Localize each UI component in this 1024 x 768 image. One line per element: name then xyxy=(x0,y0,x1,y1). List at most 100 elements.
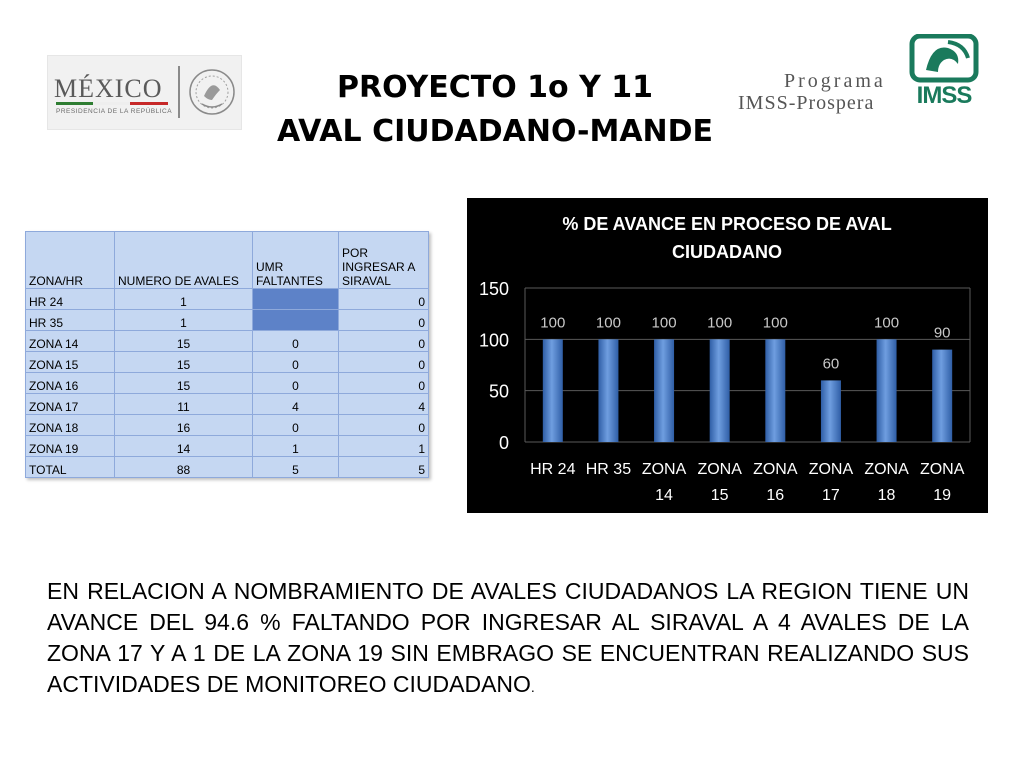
chart-value-label: 100 xyxy=(874,314,899,331)
column-header-numero-avales: NUMERO DE AVALES xyxy=(114,231,253,289)
table-row: HR 35 1 0 xyxy=(25,309,429,331)
cell-numero-avales: 14 xyxy=(114,435,253,457)
programa-logo-line-2: IMSS-Prospera xyxy=(738,92,875,114)
chart-x-tick-label: HR 35 xyxy=(586,461,631,478)
cell-zona: HR 24 xyxy=(25,288,115,310)
chart-value-label: 100 xyxy=(596,314,621,331)
table-row: ZONA 18 16 0 0 xyxy=(25,414,429,436)
cell-numero-avales: 16 xyxy=(114,414,253,436)
cell-por-ingresar: 0 xyxy=(338,330,429,352)
chart-bar xyxy=(598,339,619,442)
cell-umr-faltantes: 0 xyxy=(252,414,339,436)
title-line-2: AVAL CIUDADANO-MANDE xyxy=(276,114,714,149)
logo-divider xyxy=(178,66,180,118)
cell-zona: HR 35 xyxy=(25,309,115,331)
programa-logo-line-1: Programa xyxy=(784,70,886,92)
chart-x-tick-label: ZONA xyxy=(697,461,742,478)
cell-numero-avales: 1 xyxy=(114,288,253,310)
cell-por-ingresar: 0 xyxy=(338,351,429,373)
table-row: ZONA 19 14 1 1 xyxy=(25,435,429,457)
chart-value-label: 60 xyxy=(823,355,840,372)
chart-x-tick-label: ZONA xyxy=(920,461,965,478)
chart-y-tick-labels: 0 50 100 150 xyxy=(479,279,509,453)
chart-bar xyxy=(876,339,897,442)
chart-x-tick-label: 15 xyxy=(711,487,729,504)
table-row: ZONA 17 11 4 4 xyxy=(25,393,429,415)
chart-x-tick-label: 16 xyxy=(766,487,784,504)
cell-por-ingresar: 0 xyxy=(338,288,429,310)
cell-umr-faltantes: 0 xyxy=(252,330,339,352)
chart-x-tick-label: 19 xyxy=(933,487,951,504)
chart-y-tick-label: 100 xyxy=(479,330,509,350)
chart-x-tick-label: 18 xyxy=(878,487,896,504)
chart-bar xyxy=(542,339,563,442)
cell-zona: ZONA 18 xyxy=(25,414,115,436)
table-row: ZONA 14 15 0 0 xyxy=(25,330,429,352)
cell-umr-faltantes xyxy=(252,309,339,331)
table-body: HR 24 1 0 HR 35 1 0 ZONA 14 15 0 0 ZONA 15 15 0 0 ZONA… xyxy=(25,288,429,478)
national-seal-icon xyxy=(189,69,235,115)
cell-umr-faltantes: 4 xyxy=(252,393,339,415)
chart-value-label: 100 xyxy=(763,314,788,331)
chart-x-tick-label: ZONA xyxy=(864,461,909,478)
cell-numero-avales: 15 xyxy=(114,351,253,373)
cell-por-ingresar: 0 xyxy=(338,309,429,331)
imss-logo-text: IMSS xyxy=(916,82,973,109)
cell-numero-avales: 15 xyxy=(114,372,253,394)
cell-zona: ZONA 14 xyxy=(25,330,115,352)
chart-title-line-2: CIUDADANO xyxy=(672,242,782,262)
summary-end-mark: . xyxy=(530,679,535,695)
chart-bar xyxy=(932,349,953,442)
cell-por-ingresar: 1 xyxy=(338,435,429,457)
chart-value-label: 100 xyxy=(707,314,732,331)
chart-y-tick-label: 0 xyxy=(499,433,509,453)
chart-value-label: 90 xyxy=(934,325,951,342)
cell-zona: TOTAL xyxy=(25,456,115,478)
chart-x-tick-label: ZONA xyxy=(753,461,798,478)
cell-numero-avales: 88 xyxy=(114,456,253,478)
title-line-1: PROYECTO 1o Y 11 xyxy=(336,70,653,105)
logo-mexico-subtitle: PRESIDENCIA DE LA REPÚBLICA xyxy=(56,108,173,115)
chart-x-tick-label: 14 xyxy=(655,487,673,504)
cell-zona: ZONA 17 xyxy=(25,393,115,415)
chart-bar xyxy=(820,380,841,442)
table-row: HR 24 1 0 xyxy=(25,288,429,310)
chart-x-tick-label: 17 xyxy=(822,487,840,504)
chart-x-tick-label: ZONA xyxy=(809,461,854,478)
cell-umr-faltantes: 0 xyxy=(252,372,339,394)
imss-emblem-icon xyxy=(909,33,979,83)
cell-zona: ZONA 16 xyxy=(25,372,115,394)
cell-numero-avales: 15 xyxy=(114,330,253,352)
chart-value-label: 100 xyxy=(652,314,677,331)
cell-umr-faltantes: 5 xyxy=(252,456,339,478)
page-title: PROYECTO 1o Y 11 AVAL CIUDADANO-MANDE xyxy=(240,66,750,154)
avance-bar-chart: % DE AVANCE EN PROCESO DE AVAL CIUDADANO… xyxy=(467,198,988,513)
summary-paragraph: EN RELACION A NOMBRAMIENTO DE AVALES CIU… xyxy=(47,576,969,703)
chart-value-label: 100 xyxy=(540,314,565,331)
cell-numero-avales: 1 xyxy=(114,309,253,331)
cell-por-ingresar: 0 xyxy=(338,372,429,394)
avales-table: ZONA/HR NUMERO DE AVALES UMR FALTANTES P… xyxy=(25,231,429,478)
cell-por-ingresar: 0 xyxy=(338,414,429,436)
logo-mexico-word: MÉXICO xyxy=(54,74,163,103)
chart-bar xyxy=(765,339,786,442)
cell-zona: ZONA 19 xyxy=(25,435,115,457)
chart-x-tick-label: ZONA xyxy=(642,461,687,478)
table-header-row: ZONA/HR NUMERO DE AVALES UMR FALTANTES P… xyxy=(25,231,429,289)
column-header-por-ingresar: POR INGRESAR A SIRAVAL xyxy=(338,231,429,289)
programa-imss-prospera-logo: Programa IMSS-Prospera xyxy=(738,70,906,114)
cell-numero-avales: 11 xyxy=(114,393,253,415)
cell-por-ingresar: 5 xyxy=(338,456,429,478)
column-header-zona: ZONA/HR xyxy=(25,231,115,289)
table-row: ZONA 16 15 0 0 xyxy=(25,372,429,394)
table-row: ZONA 15 15 0 0 xyxy=(25,351,429,373)
table-row: TOTAL 88 5 5 xyxy=(25,456,429,478)
column-header-umr-faltantes: UMR FALTANTES xyxy=(252,231,339,289)
imss-logo: IMSS xyxy=(908,33,980,109)
chart-x-tick-labels: HR 24 HR 35 ZONA 14 ZONA 15 ZONA 16 ZONA 17 ZONA 18… xyxy=(530,461,965,504)
cell-umr-faltantes xyxy=(252,288,339,310)
cell-umr-faltantes: 1 xyxy=(252,435,339,457)
cell-zona: ZONA 15 xyxy=(25,351,115,373)
chart-bar xyxy=(709,339,730,442)
summary-text: EN RELACION A NOMBRAMIENTO DE AVALES CIU… xyxy=(47,578,969,697)
